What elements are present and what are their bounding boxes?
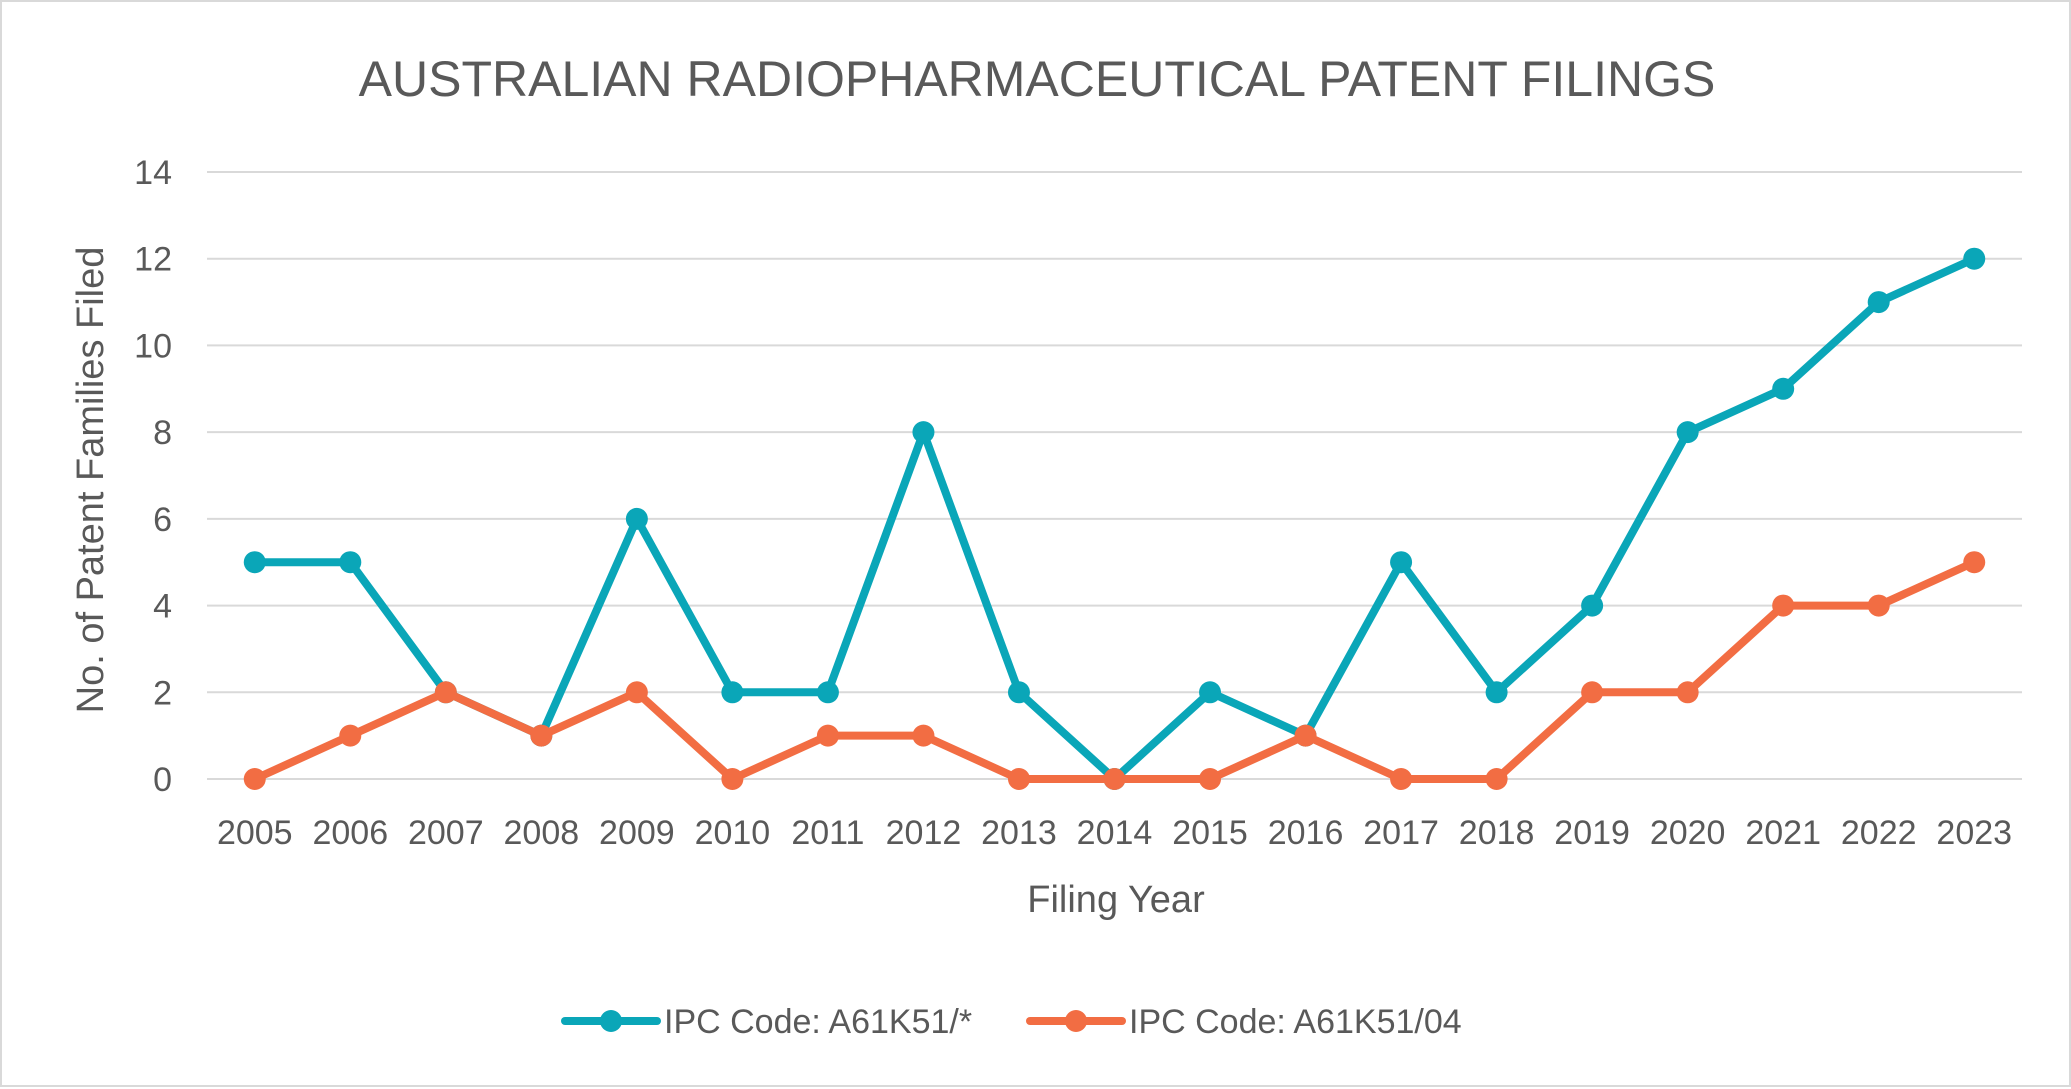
data-point <box>1007 768 1030 790</box>
gridlines <box>207 171 2022 780</box>
data-point <box>1867 291 1890 314</box>
x-tick-label: 2023 <box>1936 814 2012 852</box>
x-tick-label: 2011 <box>791 814 864 852</box>
y-axis-title: No. of Patent Families Filed <box>70 247 112 714</box>
data-point <box>1007 681 1030 704</box>
data-point <box>1581 594 1604 617</box>
series-line-2 <box>250 558 1979 783</box>
legend-label: IPC Code: A61K51/* <box>664 1003 972 1041</box>
data-point <box>625 507 648 530</box>
data-point <box>816 681 839 704</box>
legend-item-1: IPC Code: A61K51/* <box>561 1003 972 1041</box>
x-tick-label: 2014 <box>1077 814 1153 852</box>
data-point <box>912 724 935 747</box>
x-tick-label: 2012 <box>886 814 962 852</box>
y-axis-tick-labels: 0 2 4 6 8 10 12 14 <box>134 154 172 799</box>
x-tick-label: 2019 <box>1554 814 1630 852</box>
chart-title: AUSTRALIAN RADIOPHARMACEUTICAL PATENT FI… <box>359 51 1716 107</box>
data-point <box>1485 681 1508 704</box>
data-point <box>1103 768 1126 790</box>
data-point <box>1963 551 1986 574</box>
data-point <box>339 551 362 574</box>
data-point <box>912 421 935 444</box>
y-tick-label: 10 <box>134 327 172 365</box>
x-tick-label: 2017 <box>1363 814 1439 852</box>
data-point <box>1294 724 1317 747</box>
legend-label: IPC Code: A61K51/04 <box>1129 1003 1462 1041</box>
data-point <box>721 681 744 704</box>
x-tick-label: 2013 <box>981 814 1057 852</box>
x-tick-label: 2007 <box>408 814 484 852</box>
series-layer <box>243 247 1986 790</box>
data-point <box>1485 768 1508 790</box>
y-tick-label: 2 <box>153 674 172 712</box>
x-tick-label: 2016 <box>1268 814 1344 852</box>
x-tick-label: 2005 <box>217 814 293 852</box>
data-point <box>243 768 266 790</box>
legend-swatch-marker <box>600 1010 622 1032</box>
y-tick-label: 4 <box>153 588 172 626</box>
data-point <box>1390 551 1413 574</box>
data-point <box>243 551 266 574</box>
data-point <box>1581 681 1604 704</box>
x-tick-label: 2015 <box>1172 814 1248 852</box>
data-point <box>1390 768 1413 790</box>
y-tick-label: 0 <box>153 761 172 799</box>
series-2 <box>243 551 1986 790</box>
data-point <box>1963 247 1986 270</box>
data-point <box>1199 681 1222 704</box>
data-point <box>339 724 362 747</box>
x-tick-label: 2006 <box>312 814 388 852</box>
y-tick-label: 6 <box>153 501 172 539</box>
data-point <box>1676 421 1699 444</box>
legend-item-2: IPC Code: A61K51/04 <box>1026 1003 1462 1041</box>
x-axis-tick-labels: 2005 2006 2007 2008 2009 2010 2011 2012 2013 2014… <box>217 814 2012 852</box>
data-point <box>721 768 744 790</box>
y-tick-label: 12 <box>134 241 172 279</box>
x-tick-label: 2018 <box>1459 814 1535 852</box>
x-tick-label: 2022 <box>1841 814 1917 852</box>
y-tick-label: 8 <box>153 414 172 452</box>
x-tick-label: 2021 <box>1745 814 1821 852</box>
data-point <box>530 724 553 747</box>
data-point <box>1867 594 1890 617</box>
x-axis-title: Filing Year <box>1027 879 1205 921</box>
data-point <box>1199 768 1222 790</box>
data-point <box>434 681 457 704</box>
data-point <box>816 724 839 747</box>
legend: IPC Code: A61K51/* IPC Code: A61K51/04 <box>561 1003 1462 1041</box>
data-point <box>1772 594 1795 617</box>
x-tick-label: 2008 <box>504 814 580 852</box>
x-tick-label: 2009 <box>599 814 675 852</box>
x-tick-label: 2020 <box>1650 814 1726 852</box>
data-point <box>1772 377 1795 400</box>
legend-swatch-marker <box>1065 1010 1087 1032</box>
data-point <box>625 681 648 704</box>
data-point <box>1676 681 1699 704</box>
x-tick-label: 2010 <box>695 814 771 852</box>
y-tick-label: 14 <box>134 154 172 192</box>
